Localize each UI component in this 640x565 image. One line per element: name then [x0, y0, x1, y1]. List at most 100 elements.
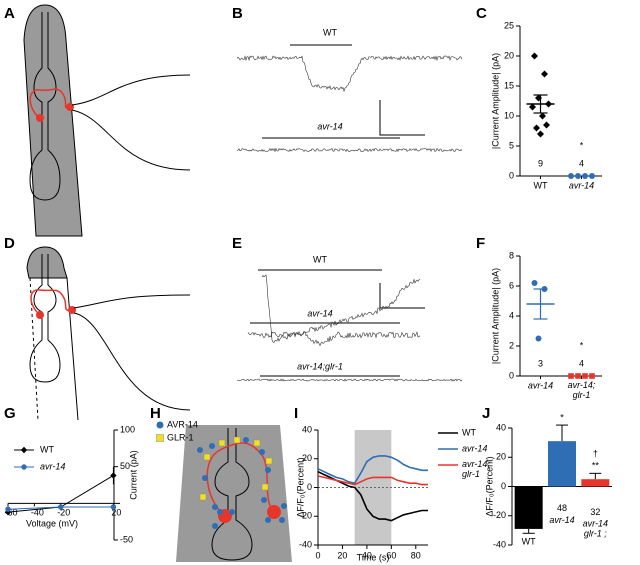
y-tick-label: 0 — [501, 481, 506, 491]
bar — [581, 479, 610, 487]
x-tick-label: -40 — [31, 508, 44, 518]
trace-label: WT — [313, 254, 327, 264]
n-label: 48 — [557, 503, 567, 513]
series-line — [317, 475, 428, 486]
data-point — [110, 472, 117, 479]
data-point — [568, 173, 574, 179]
annotation: † — [593, 449, 598, 459]
y-tick-label: 20 — [496, 452, 506, 462]
y-axis-label: Current (pA) — [128, 450, 138, 500]
y-tick-label: 0 — [509, 170, 514, 180]
x-tick-label: 60 — [386, 550, 396, 560]
y-axis-label: ΔF/F₀(Percent) — [295, 457, 305, 517]
shaded-region — [354, 430, 392, 545]
series-line — [317, 455, 428, 485]
y-tick-label: 40 — [302, 424, 312, 434]
trace-label: avr-14 — [317, 121, 342, 131]
legend-marker — [20, 446, 28, 454]
y-tick-label: 20 — [504, 50, 514, 60]
annotation: ** — [592, 461, 600, 471]
panel-label: G — [4, 405, 16, 422]
trace — [236, 147, 463, 153]
legend-label: avr-14 — [40, 461, 65, 471]
diagram-d — [26, 246, 191, 421]
data-point — [589, 373, 595, 379]
data-point — [568, 373, 574, 379]
y-tick-label: 40 — [496, 422, 506, 432]
x-axis-label: Time (s) — [357, 552, 390, 562]
trace-label: WT — [323, 27, 337, 37]
x-tick-label: WT — [534, 180, 548, 190]
data-point — [589, 173, 595, 179]
n-label: 4 — [579, 158, 584, 168]
legend-label: GLR-1 — [167, 432, 194, 442]
y-tick-label: 5 — [509, 140, 514, 150]
data-point — [533, 124, 540, 132]
annotation: * — [580, 340, 584, 350]
panel-label: H — [150, 405, 161, 422]
annotation: * — [580, 140, 584, 150]
n-label: 32 — [590, 507, 600, 517]
legend-marker — [21, 464, 27, 470]
n-label: 4 — [579, 358, 584, 368]
annotation: * — [560, 412, 564, 422]
data-point — [575, 373, 581, 379]
data-point — [539, 112, 546, 120]
x-tick-label: 80 — [411, 550, 421, 560]
y-tick-label: -40 — [299, 539, 312, 549]
trace-label: avr-14;glr-1 — [297, 361, 343, 371]
data-point — [535, 335, 542, 342]
x-tick-label: 20 — [337, 550, 347, 560]
data-point — [4, 508, 12, 516]
y-tick-label: 4 — [509, 310, 514, 320]
x-tick-label: -60 — [4, 508, 17, 518]
y-tick-label: 8 — [509, 250, 514, 260]
bar — [548, 441, 576, 487]
data-point — [531, 52, 538, 60]
data-point — [531, 280, 538, 286]
y-tick-label: -20 — [493, 510, 506, 520]
trace — [236, 55, 463, 93]
y-tick-label: 20 — [302, 453, 312, 463]
panel-label: F — [476, 235, 485, 252]
legend-label: AVR-14 — [167, 419, 198, 429]
y-axis-label: ΔF/F₀(Percent) — [484, 456, 494, 516]
n-label: 9 — [538, 158, 543, 168]
data-point — [57, 504, 64, 510]
y-tick-label: 0 — [509, 370, 514, 380]
x-tick-label: -20 — [57, 508, 70, 518]
y-tick-label: -50 — [120, 534, 133, 544]
trace — [236, 378, 463, 382]
data-point — [110, 504, 117, 510]
legend-label: WT — [462, 427, 476, 437]
legend-label: avr-14; glr-1 — [462, 459, 490, 479]
data-point — [582, 173, 588, 179]
data-point — [537, 130, 544, 138]
y-tick-label: 6 — [509, 280, 514, 290]
x-tick-label: WT — [522, 537, 536, 547]
n-label: 20 — [524, 495, 534, 505]
y-tick-label: 10 — [504, 110, 514, 120]
data-point — [541, 70, 548, 78]
y-tick-label: -20 — [299, 511, 312, 521]
panel-label: C — [476, 5, 487, 22]
panel-label: E — [232, 235, 242, 252]
data-point — [5, 506, 11, 512]
y-axis-label: |Current Amplitude| (pA) — [490, 268, 500, 364]
y-tick-label: 25 — [504, 20, 514, 30]
data-point — [575, 173, 581, 179]
x-tick-label: avr-14 glr-1 ; — [583, 519, 608, 539]
x-tick-label: avr-14 — [549, 515, 574, 525]
data-point — [543, 121, 550, 129]
diagram-a — [23, 4, 191, 237]
x-tick-label: avr-14 — [528, 380, 553, 390]
y-tick-label: 100 — [120, 424, 135, 434]
y-tick-label: 0 — [307, 482, 312, 492]
y-tick-label: -40 — [493, 539, 506, 549]
x-tick-label: 40 — [362, 550, 372, 560]
panel-label: I — [294, 405, 298, 422]
x-tick-label: 0 — [315, 550, 320, 560]
n-label: 3 — [538, 358, 543, 368]
data-point — [529, 103, 536, 111]
